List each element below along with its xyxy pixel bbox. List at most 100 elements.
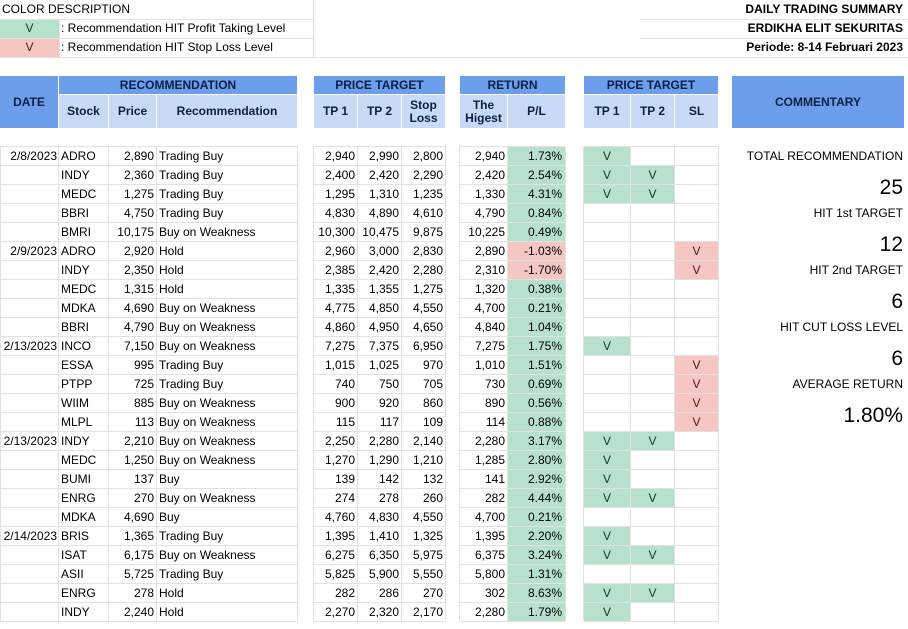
stop-loss-cell: 2,140 bbox=[412, 434, 443, 448]
grid-line bbox=[459, 146, 460, 621]
grid-line bbox=[314, 393, 445, 394]
tp1-cell: 4,760 bbox=[324, 510, 355, 524]
grid-line bbox=[0, 19, 313, 20]
hit-tp1-header: TP 1 bbox=[584, 95, 630, 128]
grid-line bbox=[314, 488, 445, 489]
tp1-cell: 5,825 bbox=[324, 567, 355, 581]
grid-line bbox=[156, 146, 157, 621]
price-cell: 995 bbox=[133, 358, 154, 372]
hit-tp2-marker: V bbox=[631, 432, 674, 450]
total-recommendation-value: 25 bbox=[879, 176, 903, 199]
stock-cell: INDY bbox=[61, 605, 90, 619]
stop-loss-cell: 1,275 bbox=[412, 282, 443, 296]
date-cell bbox=[0, 299, 57, 318]
hit-tp1-marker: V bbox=[584, 432, 630, 450]
tp2-cell: 10,475 bbox=[362, 225, 399, 239]
tp1-cell: 1,015 bbox=[324, 358, 355, 372]
grid-line bbox=[314, 507, 445, 508]
stock-cell: PTPP bbox=[61, 377, 93, 391]
stock-cell: INDY bbox=[61, 263, 90, 277]
report-title: DAILY TRADING SUMMARY bbox=[745, 2, 903, 16]
price-cell: 6,175 bbox=[123, 548, 154, 562]
stop-loss-cell: 2,800 bbox=[412, 149, 443, 163]
hit-tp2-marker: V bbox=[631, 166, 674, 184]
grid-line bbox=[584, 564, 718, 565]
recommendation-cell: Buy on Weakness bbox=[159, 320, 256, 334]
hit-tp1-marker: V bbox=[584, 147, 630, 165]
stop-loss-cell: 2,830 bbox=[412, 244, 443, 258]
date-cell bbox=[0, 185, 57, 204]
grid-line bbox=[314, 374, 445, 375]
grid-line bbox=[297, 146, 298, 621]
stock-cell: ASII bbox=[61, 567, 84, 581]
price-cell: 725 bbox=[133, 377, 154, 391]
average-return-value: 1.80% bbox=[843, 404, 903, 427]
highest-cell: 1,320 bbox=[474, 282, 505, 296]
stock-cell: MDKA bbox=[61, 301, 96, 315]
price-cell: 1,315 bbox=[123, 282, 154, 296]
grid-line bbox=[0, 317, 297, 318]
grid-line bbox=[314, 336, 445, 337]
recommendation-cell: Buy on Weakness bbox=[159, 548, 256, 562]
stock-cell: BBRI bbox=[61, 320, 90, 334]
grid-line bbox=[0, 583, 297, 584]
recommendation-header: Recommendation bbox=[157, 95, 297, 128]
tp2-cell: 117 bbox=[379, 415, 399, 429]
grid-line bbox=[584, 374, 718, 375]
grid-line bbox=[0, 260, 297, 261]
highest-cell: 2,940 bbox=[474, 149, 505, 163]
recommendation-cell: Trading Buy bbox=[159, 149, 224, 163]
grid-line bbox=[0, 450, 297, 451]
hit-tp1-marker: V bbox=[584, 527, 630, 545]
highest-cell: 2,280 bbox=[474, 605, 505, 619]
grid-line bbox=[584, 450, 718, 451]
grid-line bbox=[0, 507, 297, 508]
grid-line bbox=[460, 431, 565, 432]
grid-line bbox=[460, 469, 565, 470]
recommendation-cell: Trading Buy bbox=[159, 377, 224, 391]
pl-cell: 4.31% bbox=[508, 185, 565, 203]
date-cell bbox=[0, 565, 57, 584]
recommendation-cell: Buy on Weakness bbox=[159, 225, 256, 239]
tp1-header: TP 1 bbox=[314, 95, 357, 128]
legend-profit-text: : Recommendation HIT Profit Taking Level bbox=[61, 21, 286, 35]
grid-line bbox=[314, 602, 445, 603]
highest-cell: 1,330 bbox=[474, 187, 505, 201]
price-cell: 1,365 bbox=[123, 529, 154, 543]
highest-cell: 2,280 bbox=[474, 434, 505, 448]
grid-line bbox=[584, 488, 718, 489]
grid-line bbox=[0, 374, 297, 375]
grid-line bbox=[314, 621, 445, 622]
highest-cell: 2,890 bbox=[474, 244, 505, 258]
highest-cell: 1,010 bbox=[474, 358, 505, 372]
total-recommendation-label: TOTAL RECOMMENDATION bbox=[746, 149, 903, 163]
tp2-cell: 4,890 bbox=[368, 206, 399, 220]
tp2-cell: 2,420 bbox=[368, 168, 399, 182]
grid-line bbox=[314, 450, 445, 451]
legend-title: COLOR DESCRIPTION bbox=[2, 2, 131, 16]
stop-loss-cell: 705 bbox=[422, 377, 443, 391]
grid-line bbox=[460, 450, 565, 451]
highest-cell: 890 bbox=[484, 396, 505, 410]
pl-cell: 0.88% bbox=[508, 413, 565, 431]
stock-cell: WIIM bbox=[61, 396, 89, 410]
pl-header: P/L bbox=[508, 95, 565, 128]
tp1-cell: 2,270 bbox=[324, 605, 355, 619]
grid-line bbox=[314, 526, 445, 527]
grid-line bbox=[314, 564, 445, 565]
price-cell: 1,275 bbox=[123, 187, 154, 201]
recommendation-cell: Buy on Weakness bbox=[159, 396, 256, 410]
pl-cell: 0.38% bbox=[508, 280, 565, 298]
stock-cell: ESSA bbox=[61, 358, 94, 372]
tp1-cell: 7,275 bbox=[324, 339, 355, 353]
grid-line bbox=[314, 545, 445, 546]
recommendation-cell: Buy on Weakness bbox=[159, 415, 256, 429]
stock-cell: BBRI bbox=[61, 206, 90, 220]
date-cell bbox=[0, 356, 57, 375]
recommendation-cell: Trading Buy bbox=[159, 358, 224, 372]
grid-line bbox=[584, 431, 718, 432]
grid-line bbox=[460, 146, 565, 147]
tp2-cell: 1,310 bbox=[368, 187, 399, 201]
grid-line bbox=[584, 222, 718, 223]
grid-line bbox=[0, 222, 297, 223]
